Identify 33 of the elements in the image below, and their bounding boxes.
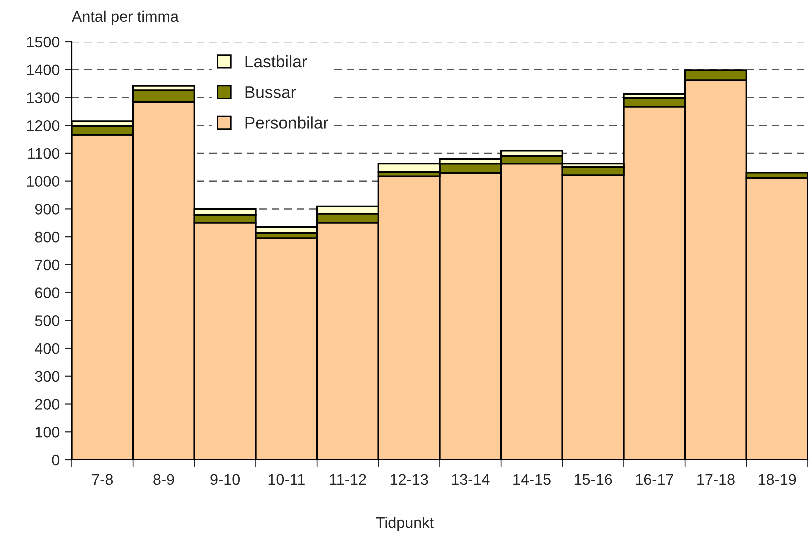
y-tick-label: 1200 xyxy=(27,120,60,132)
legend-label: Bussar xyxy=(246,86,296,98)
x-tick-label: 7-8 xyxy=(92,474,114,486)
y-tick-label: 700 xyxy=(35,260,60,271)
x-tick-label: 15-16 xyxy=(574,474,612,486)
x-tick-label: 17-18 xyxy=(698,474,735,486)
x-tick-label: 16-17 xyxy=(636,474,674,486)
y-tick-label: 1300 xyxy=(27,92,60,104)
y-tick-label: 1500 xyxy=(27,36,60,48)
y-tick-label: 200 xyxy=(35,399,60,410)
y-tick-label: 500 xyxy=(35,316,60,326)
x-tick-label: 10-11 xyxy=(268,474,305,486)
y-tick-label: 100 xyxy=(36,427,60,438)
y-axis-title: Antal per timma xyxy=(72,10,179,26)
legend-label: Personbilar xyxy=(246,116,329,129)
x-tick-label: 9-10 xyxy=(210,474,240,486)
y-tick-label: 1400 xyxy=(27,64,60,76)
x-tick-label: 11-12 xyxy=(330,474,366,485)
y-tick-label: 1100 xyxy=(28,148,60,160)
x-tick-label: 18-19 xyxy=(758,474,796,486)
y-tick-label: 900 xyxy=(35,204,60,215)
x-axis-title: Tidpunkt xyxy=(376,516,434,532)
x-tick-label: 12-13 xyxy=(390,474,428,486)
y-tick-label: 400 xyxy=(35,343,60,354)
y-tick-label: 800 xyxy=(35,232,60,243)
x-tick-label: 14-15 xyxy=(514,474,551,486)
y-tick-label: 300 xyxy=(35,371,60,382)
y-tick-label: 0 xyxy=(52,454,60,466)
y-tick-label: 600 xyxy=(35,288,60,298)
x-tick-label: 13-14 xyxy=(452,474,490,486)
y-tick-label: 1000 xyxy=(27,176,60,188)
legend-label: Lastbilar xyxy=(246,55,308,68)
x-tick-label: 8-9 xyxy=(154,474,174,486)
